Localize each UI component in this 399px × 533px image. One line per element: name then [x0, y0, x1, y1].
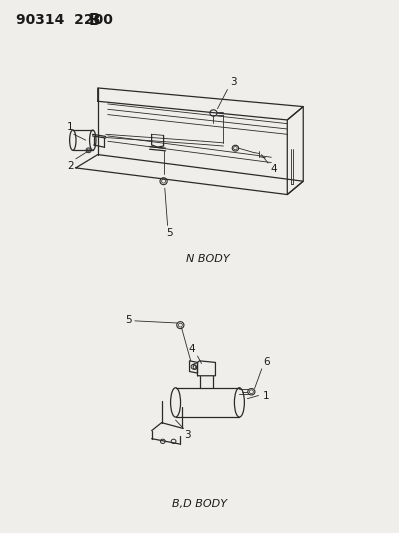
Text: N BODY: N BODY [186, 254, 229, 263]
Text: 2: 2 [68, 161, 74, 171]
Text: 1: 1 [67, 122, 73, 132]
Text: 3: 3 [184, 430, 191, 440]
Text: B,D BODY: B,D BODY [172, 499, 227, 508]
Text: 4: 4 [188, 344, 195, 354]
Text: 4: 4 [271, 164, 277, 174]
Text: 90314  2200: 90314 2200 [16, 13, 113, 27]
Text: 5: 5 [166, 228, 173, 238]
Text: B: B [89, 13, 100, 28]
Text: 1: 1 [263, 391, 269, 401]
Text: 6: 6 [263, 357, 270, 367]
Text: 3: 3 [231, 77, 237, 87]
Text: 5: 5 [125, 315, 132, 325]
Text: 6: 6 [192, 363, 198, 372]
